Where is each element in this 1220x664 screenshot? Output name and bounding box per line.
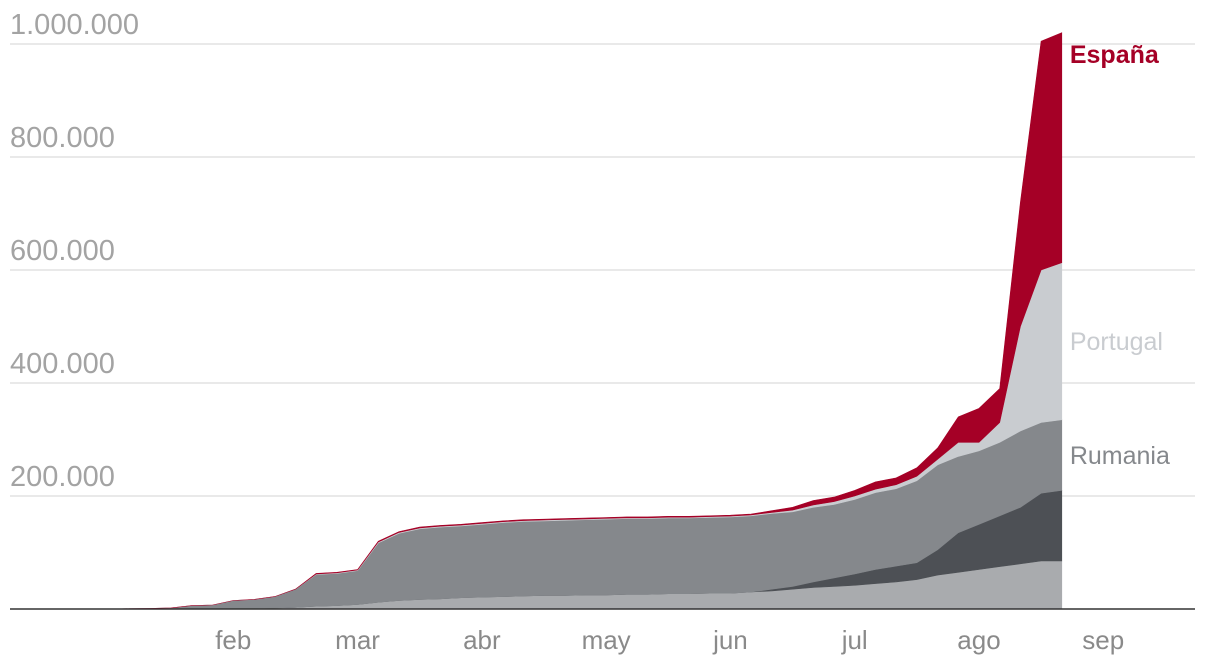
y-tick-label: 1.000.000 [10,9,139,41]
x-tick-label: feb [215,625,251,655]
x-tick-label: abr [463,625,501,655]
area [108,32,1063,610]
y-tick-label: 200.000 [10,461,115,493]
x-tick-label: ago [957,625,1000,655]
x-tick-label: jun [712,625,748,655]
x-tick-label: may [582,625,631,655]
x-tick-label: sep [1082,625,1124,655]
x-tick-label: mar [335,625,380,655]
legend-label: Rumania [1070,442,1170,470]
legend-label: España [1070,41,1160,69]
y-tick-label: 600.000 [10,235,115,267]
x-tick-label: jul [841,625,868,655]
legend-label: Portugal [1070,328,1163,356]
y-tick-label: 400.000 [10,348,115,380]
y-tick-label: 800.000 [10,122,115,154]
